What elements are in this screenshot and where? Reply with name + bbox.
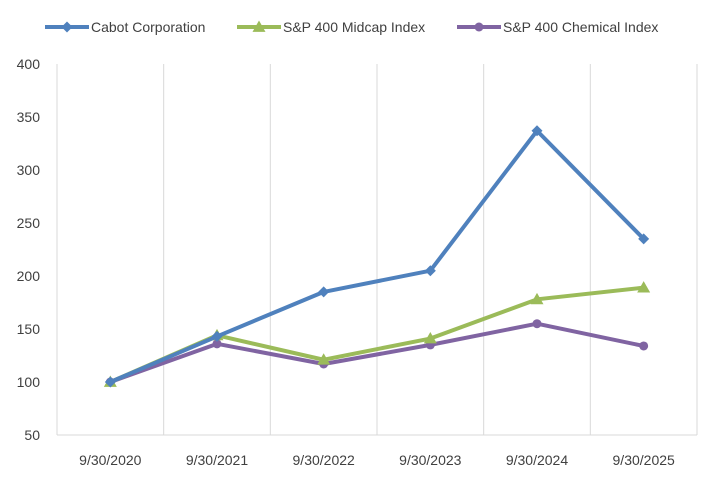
y-tick-label: 200 (17, 268, 41, 284)
y-axis: 50 100 150 200 250 300 350 400 (17, 56, 41, 443)
x-tick-label: 9/30/2020 (79, 452, 141, 468)
series-layer (103, 125, 651, 388)
y-tick-label: 50 (24, 427, 40, 443)
y-tick-label: 300 (17, 162, 41, 178)
x-tick-label: 9/30/2025 (613, 452, 675, 468)
data-point (531, 125, 543, 137)
gridlines (56, 64, 698, 435)
legend-item: S&P 400 Chemical Index (457, 19, 658, 35)
data-point (212, 339, 222, 349)
data-point (317, 353, 331, 365)
legend-swatch-marker (252, 20, 266, 32)
series-line (108, 128, 646, 384)
legend-item: S&P 400 Midcap Index (237, 19, 425, 35)
y-tick-label: 350 (17, 109, 41, 125)
y-tick-label: 250 (17, 215, 41, 231)
data-point (532, 319, 542, 329)
legend-label: S&P 400 Chemical Index (503, 19, 658, 35)
legend-label: Cabot Corporation (91, 19, 205, 35)
x-tick-label: 9/30/2021 (186, 452, 248, 468)
y-tick-label: 400 (17, 56, 41, 72)
data-point (318, 286, 330, 298)
legend-label: S&P 400 Midcap Index (283, 19, 425, 35)
x-axis: 9/30/2020 9/30/2021 9/30/2022 9/30/2023 9/30… (57, 434, 697, 468)
data-point (530, 292, 544, 305)
data-point (423, 332, 437, 344)
data-point (424, 265, 436, 277)
legend-swatch-marker (474, 22, 484, 32)
legend-swatch-marker (61, 21, 73, 33)
series-line (108, 321, 646, 384)
y-tick-label: 100 (17, 374, 41, 390)
x-tick-label: 9/30/2022 (293, 452, 355, 468)
data-point (211, 330, 223, 342)
legend: Cabot Corporation S&P 400 Midcap Index S&P… (45, 19, 658, 35)
series-group (104, 125, 650, 388)
data-point (637, 281, 651, 293)
data-point (638, 233, 650, 245)
x-tick-label: 9/30/2024 (506, 452, 568, 468)
data-point (639, 341, 649, 351)
legend-item: Cabot Corporation (45, 19, 205, 35)
x-tick-label: 9/30/2023 (399, 452, 461, 468)
y-tick-label: 150 (17, 321, 41, 337)
data-point (104, 376, 116, 388)
